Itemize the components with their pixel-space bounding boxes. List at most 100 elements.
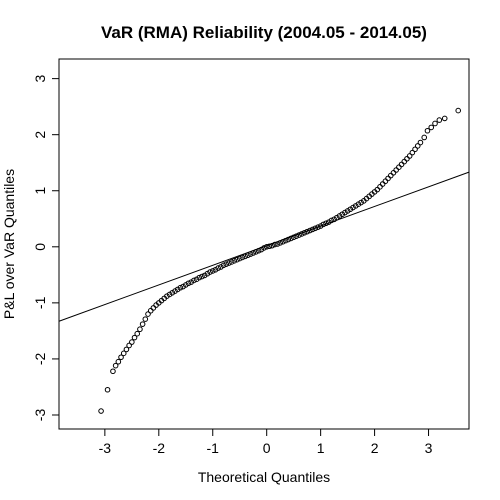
y-tick-label: 1 — [32, 187, 48, 195]
data-point — [250, 250, 257, 256]
data-point — [234, 256, 240, 263]
data-point — [196, 274, 203, 281]
data-point — [455, 107, 462, 114]
data-point — [421, 134, 428, 141]
data-point — [177, 284, 184, 291]
data-point — [261, 245, 267, 251]
data-point — [110, 368, 116, 375]
data-point — [301, 229, 308, 236]
data-point — [390, 170, 397, 176]
y-tick-label: 0 — [32, 243, 48, 251]
y-tick-label: 3 — [32, 75, 48, 83]
x-tick-label: 2 — [371, 440, 379, 456]
data-point — [139, 321, 146, 327]
data-point — [242, 253, 248, 260]
data-point — [385, 175, 391, 182]
data-point — [315, 224, 321, 230]
data-point — [290, 234, 297, 241]
data-point — [428, 124, 435, 131]
y-tick-label: -1 — [32, 296, 48, 309]
points-layer — [98, 107, 462, 414]
data-point — [406, 153, 413, 159]
data-point — [209, 268, 216, 274]
data-point — [424, 127, 431, 134]
data-point — [115, 358, 122, 365]
data-point — [112, 362, 119, 369]
data-point — [150, 305, 157, 311]
data-point — [137, 326, 143, 333]
data-point — [404, 155, 410, 162]
data-point — [220, 262, 227, 269]
data-point — [185, 280, 192, 287]
data-point — [131, 334, 138, 341]
data-point — [323, 220, 329, 227]
data-point — [377, 184, 383, 190]
data-point — [312, 225, 319, 232]
plot-frame — [58, 58, 470, 430]
y-axis-label: P&L over VaR Quantiles — [1, 169, 17, 319]
data-point — [231, 258, 238, 264]
x-tick-label: -1 — [207, 440, 220, 456]
data-point — [191, 277, 197, 284]
x-axis: -3 -2 -1 0 1 2 3 — [99, 429, 433, 456]
data-point — [228, 259, 235, 265]
data-point — [98, 408, 104, 414]
x-tick-label: 1 — [317, 440, 325, 456]
data-point — [142, 316, 149, 322]
data-point — [436, 117, 443, 123]
data-point — [379, 181, 386, 187]
data-point — [236, 255, 243, 262]
data-point — [298, 231, 305, 237]
data-point — [123, 346, 130, 353]
data-point — [239, 254, 246, 261]
data-point — [126, 342, 132, 349]
data-point — [263, 244, 270, 250]
data-point — [320, 221, 327, 228]
data-point — [226, 260, 232, 266]
data-point — [293, 233, 300, 239]
data-point — [118, 354, 124, 361]
data-point — [266, 243, 273, 250]
data-point — [120, 350, 127, 357]
data-point — [398, 161, 405, 168]
data-point — [282, 237, 289, 244]
data-point — [134, 330, 141, 337]
data-point — [285, 236, 292, 243]
y-axis: -3 -2 -1 0 1 2 3 — [32, 75, 59, 422]
data-point — [247, 251, 254, 257]
y-tick-label: -3 — [32, 409, 48, 422]
data-point — [307, 227, 313, 234]
data-point — [271, 241, 278, 248]
data-point — [207, 269, 213, 275]
data-point — [145, 311, 151, 317]
data-point — [401, 158, 408, 165]
data-point — [223, 261, 230, 267]
data-point — [199, 273, 205, 280]
data-point — [274, 241, 281, 247]
data-point — [269, 242, 275, 249]
data-point — [432, 120, 438, 127]
data-point — [328, 217, 335, 224]
y-tick-label: -2 — [32, 352, 48, 365]
y-tick-label: 2 — [32, 131, 48, 139]
data-point — [215, 265, 221, 271]
data-point — [309, 226, 316, 233]
data-point — [147, 307, 154, 314]
data-point — [288, 235, 294, 242]
data-point — [277, 240, 283, 246]
data-point — [304, 228, 310, 235]
data-point — [396, 164, 402, 170]
data-point — [417, 139, 424, 146]
data-point — [104, 386, 111, 393]
x-tick-label: 3 — [425, 440, 433, 456]
x-tick-label: -3 — [99, 440, 112, 456]
data-point — [393, 167, 399, 173]
data-point — [414, 143, 421, 149]
x-tick-label: 0 — [263, 440, 271, 456]
data-point — [129, 339, 135, 345]
chart-title: VaR (RMA) Reliability (2004.05 - 2014.05… — [101, 23, 427, 42]
data-point — [245, 252, 251, 259]
data-point — [253, 249, 259, 255]
x-axis-label: Theoretical Quantiles — [198, 469, 330, 485]
